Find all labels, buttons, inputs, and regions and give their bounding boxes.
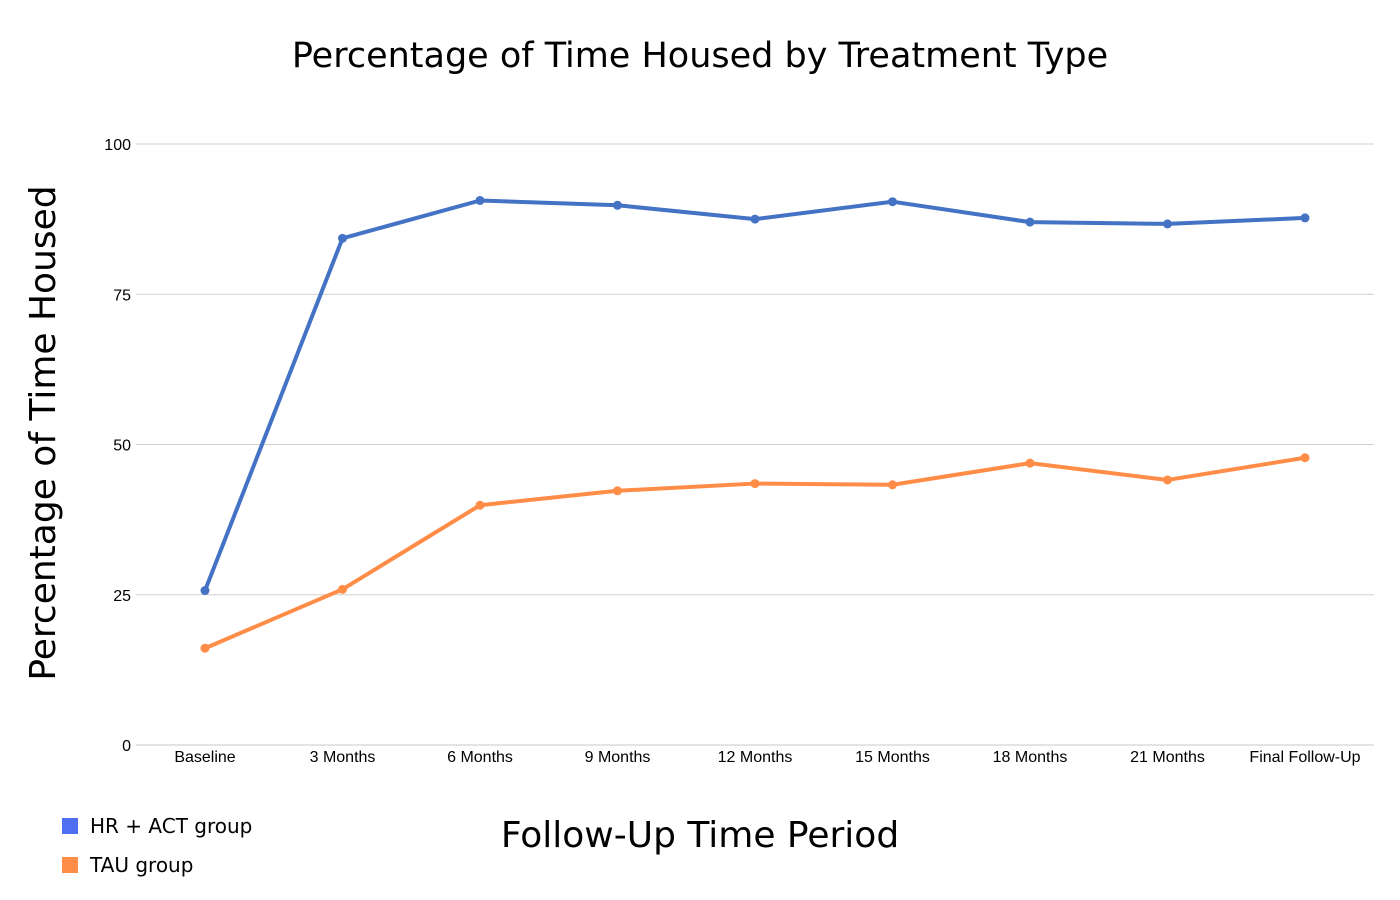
data-point <box>1300 213 1310 223</box>
data-point <box>613 200 622 210</box>
y-tick-label: 0 <box>122 738 131 755</box>
data-point <box>1163 219 1172 229</box>
data-point <box>750 479 760 489</box>
data-point <box>1163 475 1172 485</box>
x-tick-label: Baseline <box>174 749 235 766</box>
data-point <box>338 233 347 243</box>
data-point <box>750 214 760 224</box>
y-tick-label: 50 <box>113 438 131 455</box>
data-point <box>200 586 210 596</box>
data-point <box>1025 217 1035 227</box>
chart-title: Percentage of Time Housed by Treatment T… <box>292 36 1108 76</box>
x-tick-label: Final Follow-Up <box>1249 749 1360 766</box>
data-point <box>475 195 485 205</box>
grid <box>136 143 1374 746</box>
series-line <box>203 198 1307 593</box>
y-axis-ticks: 0 25 50 75 100 <box>104 137 131 755</box>
x-tick-label: 12 Months <box>718 749 793 766</box>
legend-swatch <box>62 857 78 873</box>
series-1 <box>200 195 1310 596</box>
data-point <box>1300 453 1310 463</box>
legend: HR + ACT group TAU group <box>62 814 252 877</box>
y-tick-label: 75 <box>113 287 131 304</box>
x-tick-label: 6 Months <box>447 749 513 766</box>
y-tick-label: 100 <box>104 137 131 154</box>
y-axis-title: Percentage of Time Housed <box>23 185 64 680</box>
data-point <box>888 197 897 207</box>
series-layer <box>200 195 1310 653</box>
data-point <box>613 486 622 496</box>
x-tick-label: 21 Months <box>1130 749 1205 766</box>
x-axis-ticks: Baseline 3 Months 6 Months 9 Months 12 Month… <box>174 749 1360 766</box>
x-tick-label: 15 Months <box>855 749 930 766</box>
series-2 <box>200 453 1310 653</box>
y-tick-label: 25 <box>113 588 131 605</box>
x-axis-title: Follow-Up Time Period <box>501 815 899 856</box>
data-point <box>475 500 485 510</box>
data-point <box>888 480 897 490</box>
legend-label: HR + ACT group <box>90 814 252 838</box>
legend-swatch <box>62 818 78 834</box>
x-tick-label: 3 Months <box>310 749 376 766</box>
x-tick-label: 9 Months <box>585 749 651 766</box>
legend-label: TAU group <box>89 853 193 877</box>
x-tick-label: 18 Months <box>993 749 1068 766</box>
data-point <box>1025 458 1035 468</box>
data-point <box>338 584 347 594</box>
data-point <box>200 643 210 653</box>
